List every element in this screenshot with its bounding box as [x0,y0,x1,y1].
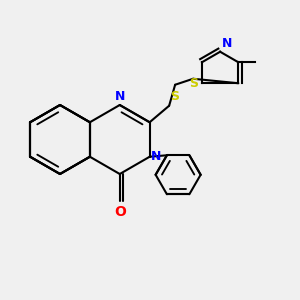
Text: S: S [170,90,179,103]
Text: O: O [114,206,126,220]
Text: N: N [115,90,125,103]
Text: S: S [189,77,198,90]
Text: N: N [151,150,161,163]
Text: N: N [222,37,232,50]
